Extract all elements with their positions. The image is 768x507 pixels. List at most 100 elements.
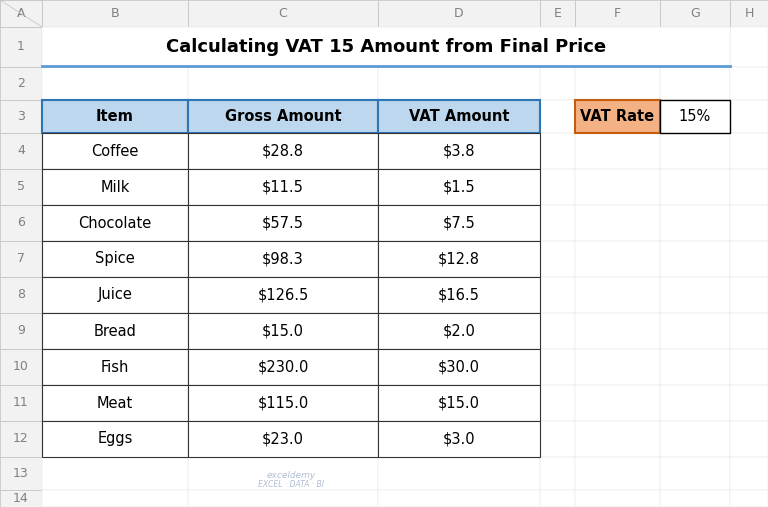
Bar [42, 27, 730, 67]
Bar [575, 313, 660, 349]
Bar [730, 277, 768, 313]
Bar [42, 277, 188, 313]
Text: 9: 9 [17, 324, 25, 338]
Bar [575, 490, 660, 507]
Bar [378, 169, 540, 205]
Bar [0, 133, 42, 169]
Bar [378, 385, 540, 421]
Bar [0, 0, 42, 27]
Bar [378, 100, 540, 133]
Bar [42, 67, 188, 100]
Bar [42, 313, 188, 349]
Bar [188, 313, 378, 349]
Bar [540, 385, 575, 421]
Bar [660, 169, 730, 205]
Bar [730, 100, 768, 133]
Bar [575, 27, 660, 67]
Bar [660, 100, 730, 133]
Bar [0, 385, 42, 421]
Text: exceldemy: exceldemy [266, 470, 316, 480]
Bar [378, 67, 540, 100]
Text: 7: 7 [17, 252, 25, 266]
Text: $1.5: $1.5 [442, 179, 475, 195]
Bar [540, 27, 575, 67]
Text: G: G [690, 7, 700, 20]
Text: Gross Amount: Gross Amount [225, 109, 341, 124]
Text: 4: 4 [17, 144, 25, 158]
Bar [42, 169, 188, 205]
Text: 6: 6 [17, 216, 25, 230]
Text: $15.0: $15.0 [262, 323, 304, 339]
Text: Fish: Fish [101, 359, 129, 375]
Bar [540, 457, 575, 490]
Bar [42, 169, 188, 205]
Text: Item: Item [96, 109, 134, 124]
Bar [188, 349, 378, 385]
Bar [730, 313, 768, 349]
Bar [660, 133, 730, 169]
Bar [540, 241, 575, 277]
Bar [540, 205, 575, 241]
Bar [575, 100, 660, 133]
Bar [575, 205, 660, 241]
Bar [730, 67, 768, 100]
Bar [540, 490, 575, 507]
Bar [575, 0, 660, 27]
Bar [42, 349, 188, 385]
Bar [42, 133, 188, 169]
Bar [575, 349, 660, 385]
Bar [188, 421, 378, 457]
Bar [188, 349, 378, 385]
Bar [540, 277, 575, 313]
Text: D: D [454, 7, 464, 20]
Bar [660, 385, 730, 421]
Bar [378, 313, 540, 349]
Bar [730, 27, 768, 67]
Bar [378, 457, 540, 490]
Bar [378, 385, 540, 421]
Bar [575, 277, 660, 313]
Bar [188, 133, 378, 169]
Bar [188, 169, 378, 205]
Bar [540, 349, 575, 385]
Bar [540, 100, 575, 133]
Bar [188, 100, 378, 133]
Bar [42, 490, 188, 507]
Bar [730, 457, 768, 490]
Text: VAT Rate: VAT Rate [581, 109, 654, 124]
Bar [660, 67, 730, 100]
Bar [660, 277, 730, 313]
Bar [188, 421, 378, 457]
Bar [730, 133, 768, 169]
Text: Calculating VAT 15 Amount from Final Price: Calculating VAT 15 Amount from Final Pri… [166, 38, 606, 56]
Bar [0, 277, 42, 313]
Text: EXCEL · DATA · BI: EXCEL · DATA · BI [258, 480, 324, 489]
Bar [42, 241, 188, 277]
Bar [42, 385, 188, 421]
Bar [188, 169, 378, 205]
Bar [730, 169, 768, 205]
Bar [575, 241, 660, 277]
Text: B: B [111, 7, 119, 20]
Bar [0, 241, 42, 277]
Bar [42, 0, 188, 27]
Text: $57.5: $57.5 [262, 215, 304, 231]
Bar [378, 277, 540, 313]
Bar [730, 421, 768, 457]
Bar [0, 490, 42, 507]
Bar [0, 100, 42, 133]
Bar [42, 385, 188, 421]
Text: $23.0: $23.0 [262, 431, 304, 447]
Text: $3.0: $3.0 [442, 431, 475, 447]
Text: Meat: Meat [97, 395, 133, 411]
Text: $11.5: $11.5 [262, 179, 304, 195]
Text: $3.8: $3.8 [442, 143, 475, 159]
Bar [660, 205, 730, 241]
Bar [575, 133, 660, 169]
Bar [730, 490, 768, 507]
Bar [378, 205, 540, 241]
Bar [660, 27, 730, 67]
Bar [660, 0, 730, 27]
Bar [0, 0, 42, 27]
Text: A: A [17, 7, 25, 20]
